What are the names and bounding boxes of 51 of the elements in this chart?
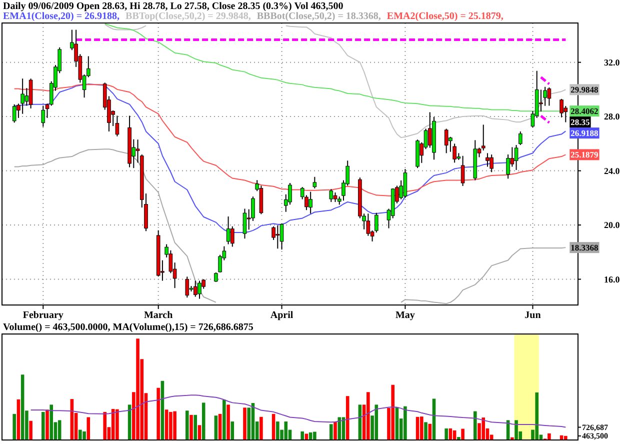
candlestick xyxy=(539,89,543,112)
y-tick-label: 24.0 xyxy=(604,166,620,176)
annotation: 28.35 xyxy=(570,117,590,128)
y-tick-label: 32.0 xyxy=(604,57,620,68)
candlestick xyxy=(12,104,16,124)
candlestick xyxy=(41,105,46,128)
candlestick xyxy=(547,86,552,106)
y-tick-label: 463,500 xyxy=(582,432,608,441)
candlestick xyxy=(198,280,202,300)
candlestick xyxy=(280,223,284,250)
candlestick xyxy=(242,208,247,240)
y-tick-label: 28.0 xyxy=(604,112,620,122)
chart-title: Daily 09/06/2009 Open 28.63, Hi 28.78, Lo 27.58, Close 28.35 (0.3%) Vol 463,500 xyxy=(3,1,344,12)
y-tick-label: 16.0 xyxy=(604,274,620,284)
candlestick xyxy=(460,155,465,186)
text: EMA2(Close,50) = 25.1879, xyxy=(386,11,504,22)
series-label: BBTop(Close,50,2) = 29.9848, xyxy=(126,11,252,22)
candlestick xyxy=(308,191,312,214)
candlestick xyxy=(490,154,494,173)
candlestick xyxy=(444,128,448,154)
y-tick-label: 726,687 xyxy=(582,423,608,432)
candlestick xyxy=(333,192,338,202)
candlestick xyxy=(214,272,218,282)
candlestick xyxy=(329,188,334,202)
candlestick xyxy=(486,152,490,168)
candlestick xyxy=(226,216,230,245)
candlestick xyxy=(403,168,408,198)
text: EMA1(Close,20) = 26.9188, xyxy=(3,11,120,22)
annotation: 29.9848 xyxy=(570,84,598,95)
candlestick xyxy=(312,176,317,189)
candlestick xyxy=(560,98,564,118)
x-tick-label: March xyxy=(144,310,174,321)
candlestick xyxy=(185,276,190,298)
x-tick-label: April xyxy=(270,310,294,321)
annotation: 28.4062 xyxy=(570,106,598,116)
x-tick-label: May xyxy=(395,310,415,321)
x-tick-label: February xyxy=(22,310,64,321)
candlestick xyxy=(518,130,522,146)
x-tick-label: Jun xyxy=(524,310,542,321)
candlestick xyxy=(514,144,518,170)
text: BBBot(Close,50,2) = 18.3368, xyxy=(256,11,382,22)
chart-title: Volume() = 463,500.0000, MA(Volume(),15) = 726,686.6875 xyxy=(3,322,254,333)
annotation: 26.9188 xyxy=(570,128,598,138)
candlestick xyxy=(193,280,198,298)
candlestick xyxy=(366,213,370,236)
annotation: 18.3368 xyxy=(570,242,598,253)
y-tick-label: 20.0 xyxy=(604,220,620,230)
line-series xyxy=(30,394,566,428)
annotation: 25.1879 xyxy=(570,150,598,160)
candlestick xyxy=(20,78,24,114)
candlestick xyxy=(276,224,280,250)
